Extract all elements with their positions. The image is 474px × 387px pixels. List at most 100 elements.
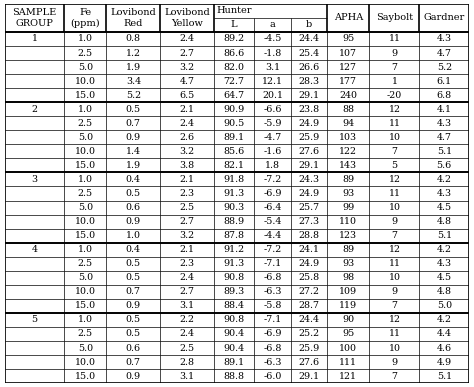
Text: 110: 110 [339, 217, 357, 226]
Text: 0.8: 0.8 [126, 34, 141, 43]
Text: 15.0: 15.0 [75, 231, 96, 240]
Text: 12: 12 [388, 315, 401, 324]
Text: 1.0: 1.0 [78, 34, 93, 43]
Text: 3.1: 3.1 [180, 301, 195, 310]
Text: a: a [270, 21, 275, 29]
Text: 9: 9 [392, 287, 398, 296]
Text: 4.9: 4.9 [437, 358, 452, 366]
Text: 86.6: 86.6 [224, 48, 245, 58]
Text: 11: 11 [388, 259, 401, 268]
Text: -5.8: -5.8 [264, 301, 282, 310]
Text: 88.4: 88.4 [224, 301, 245, 310]
Text: 1.4: 1.4 [126, 147, 141, 156]
Text: 0.5: 0.5 [126, 105, 141, 114]
Text: 0.9: 0.9 [126, 301, 141, 310]
Text: 0.5: 0.5 [126, 315, 141, 324]
Text: 4.6: 4.6 [437, 344, 452, 353]
Text: 0.5: 0.5 [126, 273, 141, 282]
Text: 24.9: 24.9 [299, 189, 319, 198]
Text: 121: 121 [339, 372, 357, 380]
Text: 3.4: 3.4 [126, 77, 141, 86]
Text: 10: 10 [388, 273, 401, 282]
Text: 4.3: 4.3 [437, 34, 452, 43]
Text: 1.0: 1.0 [78, 245, 93, 254]
Text: 2.1: 2.1 [180, 175, 195, 184]
Text: 2.5: 2.5 [180, 203, 195, 212]
Text: b: b [306, 21, 312, 29]
Text: 87.8: 87.8 [224, 231, 245, 240]
Text: 15.0: 15.0 [75, 161, 96, 170]
Text: -6.4: -6.4 [264, 203, 282, 212]
Text: 25.9: 25.9 [298, 133, 319, 142]
Text: -7.2: -7.2 [264, 175, 282, 184]
Text: 4.1: 4.1 [437, 105, 452, 114]
Text: 9: 9 [392, 217, 398, 226]
Text: -6.0: -6.0 [264, 372, 282, 380]
Text: 23.8: 23.8 [299, 105, 319, 114]
Text: 6.5: 6.5 [180, 91, 195, 100]
Text: 0.4: 0.4 [126, 175, 141, 184]
Text: 109: 109 [339, 287, 357, 296]
Text: -4.7: -4.7 [264, 133, 282, 142]
Text: 1.9: 1.9 [126, 161, 141, 170]
Text: 24.4: 24.4 [299, 315, 319, 324]
Text: 12: 12 [388, 175, 401, 184]
Text: Hunter: Hunter [216, 7, 252, 15]
Text: 2.5: 2.5 [78, 48, 93, 58]
Text: -20: -20 [387, 91, 402, 100]
Text: APHA: APHA [334, 14, 363, 22]
Text: 5.6: 5.6 [437, 161, 452, 170]
Text: 1.0: 1.0 [78, 105, 93, 114]
Text: 4.8: 4.8 [437, 217, 452, 226]
Text: -6.8: -6.8 [264, 273, 282, 282]
Text: 2.3: 2.3 [180, 259, 195, 268]
Text: 11: 11 [388, 119, 401, 128]
Text: -6.3: -6.3 [263, 358, 282, 366]
Text: 2.6: 2.6 [180, 133, 195, 142]
Text: 15.0: 15.0 [75, 372, 96, 380]
Text: 2.1: 2.1 [180, 105, 195, 114]
Text: 24.1: 24.1 [299, 245, 319, 254]
Text: 4.8: 4.8 [437, 287, 452, 296]
Text: 4.2: 4.2 [437, 245, 452, 254]
Text: 99: 99 [342, 203, 355, 212]
Text: 7: 7 [392, 63, 397, 72]
Text: 5.0: 5.0 [78, 344, 93, 353]
Text: 27.6: 27.6 [299, 358, 319, 366]
Text: 90.8: 90.8 [224, 315, 245, 324]
Text: 98: 98 [342, 273, 355, 282]
Text: 90.4: 90.4 [224, 329, 245, 339]
Text: 90.5: 90.5 [224, 119, 245, 128]
Text: 89.1: 89.1 [224, 358, 245, 366]
Text: 2: 2 [31, 105, 37, 114]
Text: Lovibond
Yellow: Lovibond Yellow [164, 8, 210, 28]
Text: 3.2: 3.2 [180, 147, 195, 156]
Text: -7.2: -7.2 [264, 245, 282, 254]
Text: 122: 122 [339, 147, 357, 156]
Text: 4.5: 4.5 [437, 203, 452, 212]
Text: 0.7: 0.7 [126, 119, 141, 128]
Text: 119: 119 [339, 301, 357, 310]
Text: 10: 10 [388, 203, 401, 212]
Text: 64.7: 64.7 [224, 91, 245, 100]
Text: 10: 10 [388, 344, 401, 353]
Text: 93: 93 [342, 259, 355, 268]
Text: SAMPLE
GROUP: SAMPLE GROUP [12, 8, 56, 28]
Text: 5.1: 5.1 [437, 147, 452, 156]
Text: 15.0: 15.0 [75, 301, 96, 310]
Text: 0.6: 0.6 [126, 344, 141, 353]
Text: 1.9: 1.9 [126, 63, 141, 72]
Text: -5.4: -5.4 [264, 217, 282, 226]
Text: 3.8: 3.8 [180, 161, 195, 170]
Text: Gardner: Gardner [424, 14, 465, 22]
Text: 91.3: 91.3 [224, 189, 245, 198]
Text: 90.3: 90.3 [224, 203, 245, 212]
Text: Saybolt: Saybolt [376, 14, 413, 22]
Text: 4.3: 4.3 [437, 189, 452, 198]
Text: 4.3: 4.3 [437, 119, 452, 128]
Text: -6.9: -6.9 [263, 329, 282, 339]
Text: -6.8: -6.8 [264, 344, 282, 353]
Text: 24.3: 24.3 [299, 175, 319, 184]
Text: 10.0: 10.0 [75, 147, 96, 156]
Text: 9: 9 [392, 358, 398, 366]
